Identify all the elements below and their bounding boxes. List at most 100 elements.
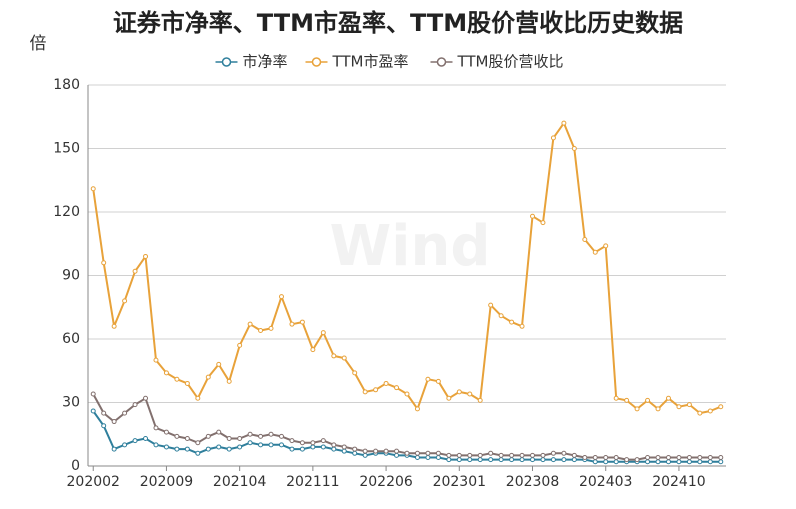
point bbox=[624, 397, 630, 403]
point bbox=[498, 457, 504, 463]
point bbox=[477, 452, 483, 458]
point bbox=[446, 452, 452, 458]
point bbox=[676, 404, 682, 410]
point bbox=[435, 450, 441, 456]
point bbox=[613, 455, 619, 461]
point bbox=[634, 406, 640, 412]
point bbox=[404, 450, 410, 456]
point bbox=[613, 459, 619, 465]
point bbox=[289, 438, 295, 444]
point bbox=[195, 440, 201, 446]
point bbox=[132, 402, 138, 408]
point bbox=[530, 213, 536, 219]
point bbox=[226, 446, 232, 452]
point bbox=[331, 446, 337, 452]
point bbox=[226, 435, 232, 441]
point bbox=[718, 404, 724, 410]
point bbox=[540, 452, 546, 458]
y-tick-label: 30 bbox=[62, 395, 80, 411]
point bbox=[456, 452, 462, 458]
x-tick-label: 202403 bbox=[579, 474, 632, 490]
point bbox=[655, 406, 661, 412]
point bbox=[519, 457, 525, 463]
point bbox=[592, 249, 598, 255]
point bbox=[122, 298, 128, 304]
legend-label: 市净率 bbox=[243, 53, 288, 71]
point bbox=[289, 446, 295, 452]
point bbox=[373, 448, 379, 454]
y-tick-label: 120 bbox=[53, 204, 80, 220]
legend-marker bbox=[311, 57, 322, 67]
point bbox=[111, 323, 117, 329]
point bbox=[488, 457, 494, 463]
point bbox=[686, 455, 692, 461]
point bbox=[592, 455, 598, 461]
point bbox=[477, 457, 483, 463]
point bbox=[258, 442, 264, 448]
legend-marker bbox=[221, 57, 232, 67]
point bbox=[561, 120, 567, 126]
y-tick-label: 0 bbox=[71, 458, 80, 474]
point bbox=[111, 446, 117, 452]
point bbox=[90, 391, 96, 397]
point bbox=[634, 457, 640, 463]
point bbox=[665, 395, 671, 401]
x-tick-label: 202301 bbox=[433, 474, 486, 490]
point bbox=[143, 395, 149, 401]
point bbox=[530, 452, 536, 458]
point bbox=[278, 294, 284, 300]
point bbox=[90, 186, 96, 192]
point bbox=[331, 353, 337, 359]
point bbox=[467, 452, 473, 458]
point bbox=[247, 431, 253, 437]
point bbox=[174, 433, 180, 439]
x-tick-label: 202206 bbox=[359, 474, 413, 490]
point bbox=[467, 391, 473, 397]
point bbox=[550, 450, 556, 456]
point bbox=[153, 442, 159, 448]
x-tick-label: 202002 bbox=[67, 474, 120, 490]
point bbox=[184, 380, 190, 386]
point bbox=[488, 302, 494, 308]
point bbox=[153, 425, 159, 431]
x-tick-label: 202111 bbox=[286, 474, 339, 490]
point bbox=[247, 440, 253, 446]
point bbox=[132, 438, 138, 444]
point bbox=[394, 448, 400, 454]
point bbox=[425, 376, 431, 382]
point bbox=[101, 423, 107, 429]
point bbox=[561, 450, 567, 456]
point bbox=[289, 321, 295, 327]
point bbox=[341, 448, 347, 454]
point bbox=[582, 237, 588, 243]
point bbox=[362, 389, 368, 395]
point bbox=[592, 459, 598, 465]
x-tick-label: 202410 bbox=[652, 474, 705, 490]
point bbox=[676, 455, 682, 461]
point bbox=[425, 455, 431, 461]
y-unit-label: 倍 bbox=[30, 34, 47, 54]
point bbox=[310, 347, 316, 353]
point bbox=[561, 457, 567, 463]
point bbox=[540, 220, 546, 226]
point bbox=[195, 450, 201, 456]
point bbox=[718, 459, 724, 465]
point bbox=[268, 431, 274, 437]
point bbox=[216, 361, 222, 367]
point bbox=[665, 455, 671, 461]
point bbox=[299, 319, 305, 325]
point bbox=[258, 328, 264, 334]
point bbox=[509, 319, 515, 325]
point bbox=[101, 410, 107, 416]
y-tick-label: 150 bbox=[53, 141, 80, 157]
y-tick-label: 180 bbox=[53, 77, 80, 93]
point bbox=[467, 457, 473, 463]
point bbox=[320, 330, 326, 336]
x-tick-label: 202104 bbox=[213, 474, 267, 490]
point bbox=[205, 433, 211, 439]
legend-label: TTM股价营收比 bbox=[457, 53, 564, 71]
point bbox=[383, 448, 389, 454]
legend-marker bbox=[436, 57, 447, 67]
point bbox=[237, 342, 243, 348]
